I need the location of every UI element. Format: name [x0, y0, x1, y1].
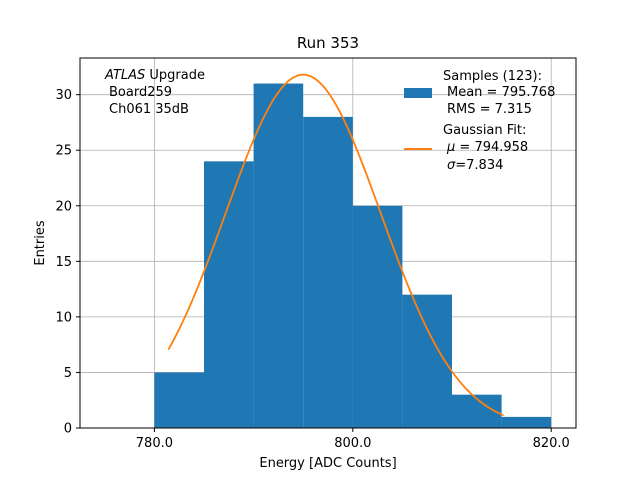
y-tick-label: 5	[64, 366, 72, 381]
legend-samples-mean: Mean = 795.768	[447, 85, 555, 100]
histogram-bar	[253, 83, 304, 429]
annotation-board: Board259	[109, 85, 172, 100]
y-tick-label: 20	[55, 199, 72, 214]
histogram-bar	[154, 372, 204, 428]
legend-fit-title: Gaussian Fit:	[443, 123, 526, 138]
legend-fit-sigma-value: =7.834	[455, 158, 503, 173]
legend: Samples (123): Mean = 795.768 RMS = 7.31…	[404, 69, 555, 173]
legend-fit-mu-value: = 794.958	[455, 140, 528, 155]
y-tick-label: 15	[55, 255, 72, 270]
y-tick-label: 25	[55, 144, 72, 159]
chart-title: Run 353	[297, 34, 359, 52]
plot-frame	[79, 57, 577, 429]
histogram-bars	[154, 83, 552, 429]
histogram-bar	[452, 394, 502, 428]
y-tick-label: 10	[55, 310, 72, 325]
legend-samples-swatch	[404, 88, 432, 98]
x-tick-label: 800.0	[334, 436, 371, 451]
legend-fit-sigma-symbol: σ	[447, 158, 456, 173]
gaussian-fit-line	[167, 73, 504, 417]
atlas-annotation: ATLAS Upgrade Board259 Ch061 35dB	[104, 68, 205, 117]
y-axis-label: Entries	[33, 220, 48, 266]
fit-layer	[167, 73, 504, 417]
legend-fit-sigma: σ=7.834	[447, 158, 503, 173]
legend-samples-rms: RMS = 7.315	[447, 102, 532, 117]
annotation-atlas: ATLAS	[104, 68, 145, 83]
histogram-bar	[501, 416, 552, 428]
x-tick-label: 780.0	[136, 436, 173, 451]
annotation-channel: Ch061 35dB	[109, 102, 189, 117]
y-tick-label: 0	[64, 422, 72, 437]
histogram-bar	[352, 205, 403, 428]
legend-samples-title: Samples (123):	[443, 69, 542, 84]
histogram-bar	[303, 116, 353, 428]
histogram-bar	[402, 294, 452, 428]
x-axis-label: Energy [ADC Counts]	[259, 456, 396, 471]
x-tick-label: 820.0	[533, 436, 570, 451]
legend-fit-mu: μ = 794.958	[446, 140, 528, 155]
legend-fit-mu-symbol: μ	[446, 140, 455, 155]
annotation-line-1: ATLAS Upgrade	[104, 68, 205, 83]
y-axis: 0 5 10 15 20 25 30	[55, 88, 80, 437]
annotation-upgrade: Upgrade	[145, 68, 205, 83]
y-tick-label: 30	[55, 88, 72, 103]
histogram-bar	[204, 161, 254, 429]
x-axis: 780.0 800.0 820.0	[136, 428, 570, 451]
